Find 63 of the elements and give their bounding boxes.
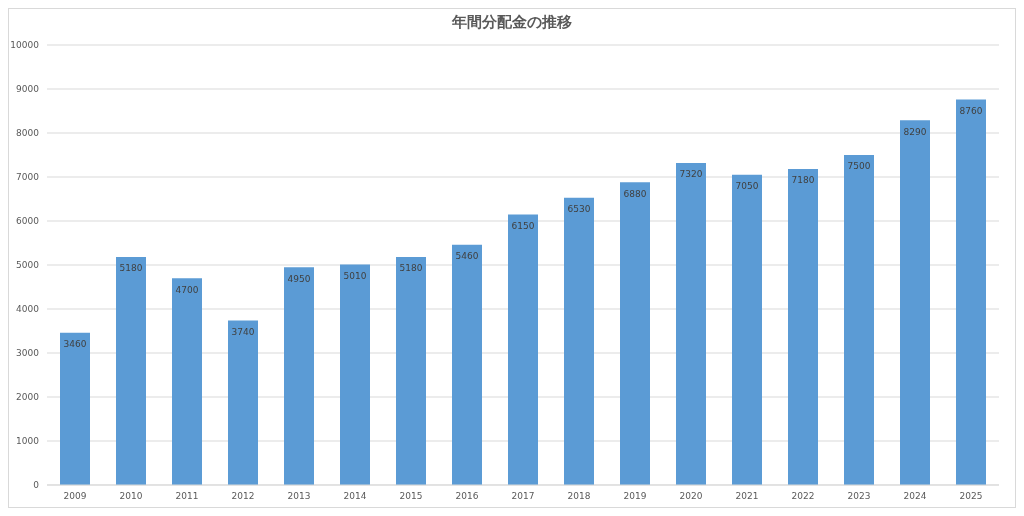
data-label: 6150 — [511, 220, 535, 231]
x-tick-label: 2017 — [511, 491, 535, 502]
y-tick-label: 4000 — [16, 304, 40, 315]
y-tick-label: 7000 — [16, 172, 40, 183]
bar — [564, 197, 594, 485]
bar — [508, 214, 538, 485]
y-tick-label: 1000 — [16, 436, 40, 447]
bar — [788, 169, 818, 485]
x-tick-label: 2019 — [623, 491, 647, 502]
bar — [284, 267, 314, 485]
bar — [732, 174, 762, 485]
y-tick-label: 8000 — [16, 128, 40, 139]
bar — [452, 244, 482, 485]
data-label: 5180 — [119, 263, 143, 274]
x-tick-label: 2018 — [567, 491, 591, 502]
data-label: 8760 — [959, 105, 983, 116]
data-label: 6530 — [567, 204, 591, 215]
y-tick-label: 5000 — [16, 260, 40, 271]
bar — [60, 332, 90, 485]
x-tick-label: 2022 — [791, 491, 815, 502]
chart-title: 年間分配金の推移 — [451, 12, 573, 33]
y-tick-label: 3000 — [16, 348, 40, 359]
bar — [844, 155, 874, 485]
x-tick-label: 2020 — [679, 491, 703, 502]
bar — [228, 320, 258, 485]
bar — [676, 162, 706, 485]
data-label: 7180 — [791, 175, 815, 186]
x-tick-label: 2009 — [63, 491, 87, 502]
x-tick-label: 2024 — [903, 491, 927, 502]
bar — [900, 120, 930, 485]
y-tick-label: 10000 — [10, 40, 40, 51]
data-label: 4700 — [175, 284, 199, 295]
data-label: 3740 — [231, 326, 255, 337]
bar — [340, 264, 370, 485]
y-tick-label: 9000 — [16, 84, 40, 95]
x-tick-label: 2015 — [399, 491, 423, 502]
data-label: 5180 — [399, 263, 423, 274]
data-label: 5010 — [343, 270, 367, 281]
data-label: 3460 — [63, 339, 87, 350]
data-label: 7320 — [679, 169, 703, 180]
x-tick-label: 2016 — [455, 491, 479, 502]
bar — [620, 182, 650, 485]
y-tick-label: 0 — [33, 480, 40, 491]
x-tick-label: 2025 — [959, 491, 983, 502]
bar — [172, 278, 202, 485]
data-label: 7050 — [735, 181, 759, 192]
x-tick-label: 2012 — [231, 491, 255, 502]
data-label: 8290 — [903, 126, 927, 137]
data-label: 6880 — [623, 188, 647, 199]
bar — [116, 257, 146, 485]
bar — [396, 257, 426, 485]
x-tick-label: 2021 — [735, 491, 759, 502]
x-tick-label: 2011 — [175, 491, 199, 502]
data-label: 5460 — [455, 251, 479, 262]
x-tick-label: 2014 — [343, 491, 367, 502]
data-label: 4950 — [287, 273, 311, 284]
bar — [956, 99, 986, 485]
y-tick-label: 2000 — [16, 392, 40, 403]
y-tick-label: 6000 — [16, 216, 40, 227]
x-tick-label: 2010 — [119, 491, 143, 502]
x-tick-label: 2013 — [287, 491, 311, 502]
data-label: 7500 — [847, 161, 871, 172]
x-tick-label: 2023 — [847, 491, 871, 502]
